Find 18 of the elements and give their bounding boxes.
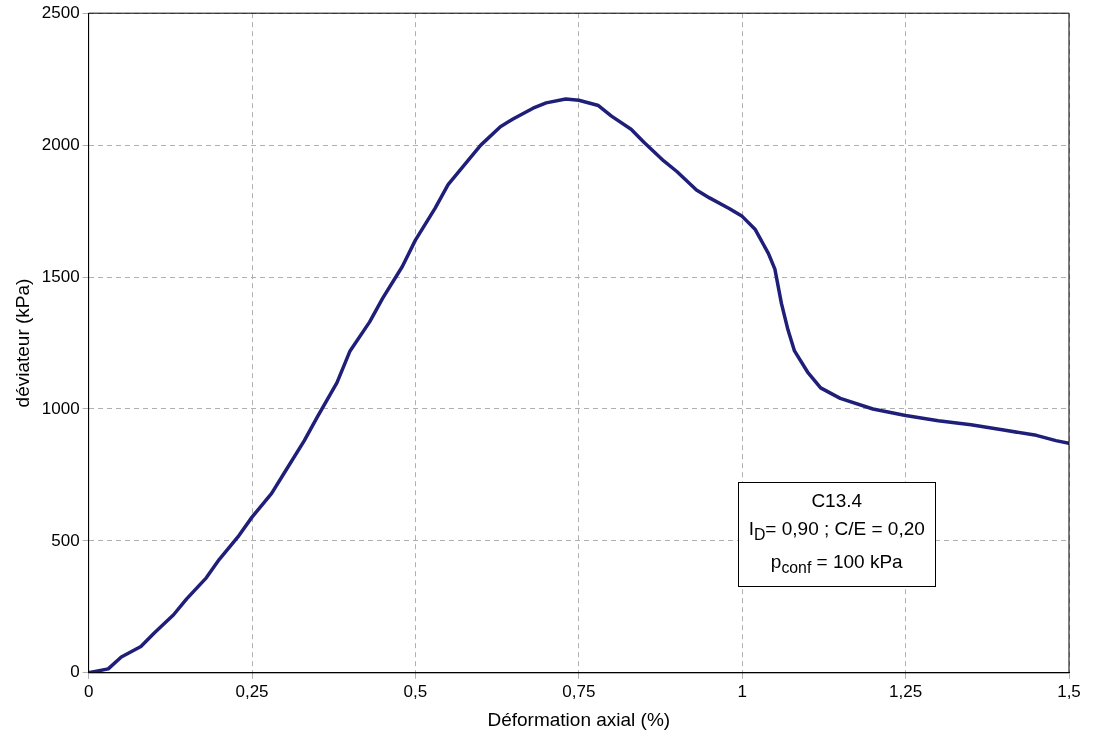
x-tick-label: 0,75	[562, 681, 596, 701]
annotation: C13.4	[810, 488, 864, 513]
x-tick-label: 0	[83, 681, 94, 701]
y-tick-label: 0	[70, 662, 80, 682]
x-tick-label: 0,5	[403, 681, 428, 701]
x-tick-label: 1	[737, 681, 747, 701]
x-tick-label: 0,25	[235, 681, 269, 701]
y-axis-title: déviateur (kPa)	[11, 278, 33, 408]
x-tick-label: 1,25	[889, 681, 923, 701]
y-tick-label: 2000	[41, 134, 80, 154]
y-tick-label: 1500	[41, 266, 80, 286]
y-tick-label: 1000	[41, 398, 80, 418]
y-tick-label: 2500	[41, 2, 80, 22]
y-tick-label: 500	[51, 530, 80, 550]
x-tick-label: 1,5	[1057, 681, 1081, 701]
x-axis-title: Déformation axial (%)	[487, 708, 671, 730]
annotation: I$_{D}$= 0,90 ; C/E = 0,20	[748, 516, 925, 545]
annotation: p$_{conf}$ = 100 kPa	[769, 550, 904, 579]
